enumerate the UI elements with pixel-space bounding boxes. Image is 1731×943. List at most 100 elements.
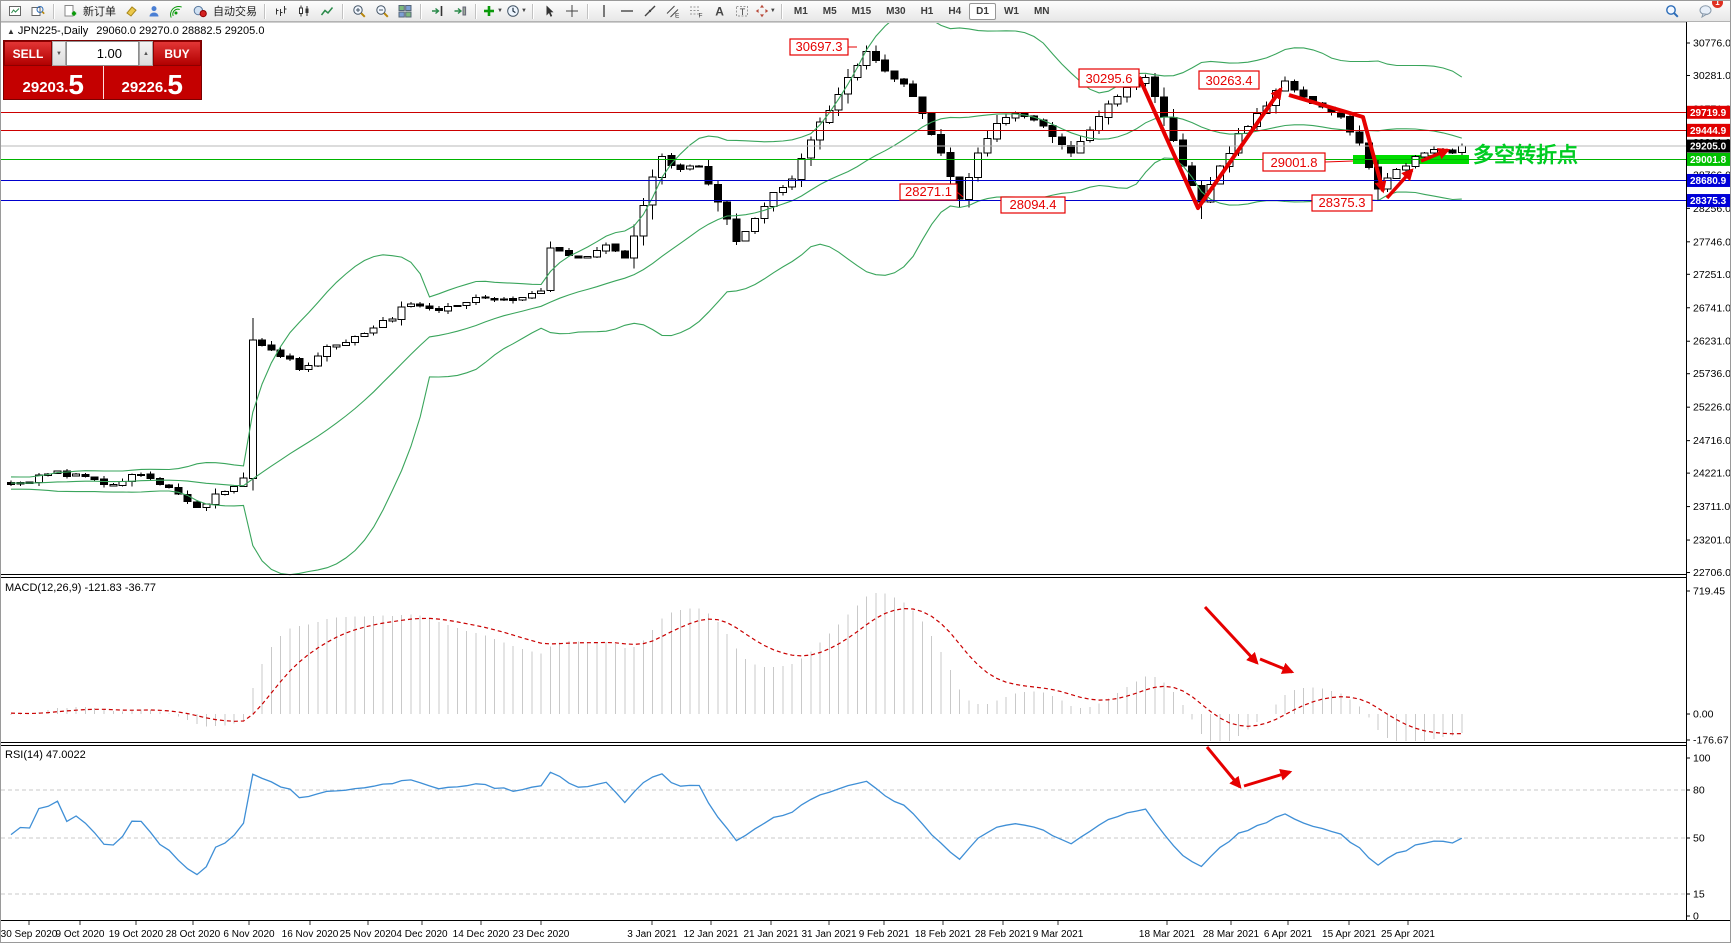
date-tick-label: 15 Apr 2021	[1322, 929, 1376, 940]
tile-windows-icon[interactable]	[394, 1, 416, 21]
date-tick-label: 9 Feb 2021	[859, 929, 910, 940]
text-a-icon[interactable]: A	[708, 1, 730, 21]
date-tick-label: 21 Jan 2021	[743, 929, 798, 940]
arrows-tool-icon[interactable]: ▼	[754, 1, 777, 21]
autotrade-icon[interactable]	[189, 1, 211, 21]
label-t-icon[interactable]: T	[731, 1, 753, 21]
search-icon[interactable]	[1661, 1, 1683, 21]
cursor-icon[interactable]	[538, 1, 560, 21]
price-level-badge	[1687, 139, 1730, 153]
zoom-chart-icon[interactable]	[27, 1, 49, 21]
fibo-icon[interactable]: F	[685, 1, 707, 21]
timeframe-M15[interactable]: M15	[851, 5, 872, 17]
macd-annotation-arrow[interactable]	[1259, 657, 1295, 674]
date-tick-label: 9 Oct 2020	[56, 929, 105, 940]
trend-zigzag-arrow[interactable]	[1420, 148, 1451, 163]
date-tick-label: 6 Apr 2021	[1264, 929, 1313, 940]
macd-panel: MACD(12,26,9) -121.83 -36.77	[5, 582, 1463, 741]
svg-text:F: F	[698, 13, 702, 19]
period-clock-icon[interactable]: ▼	[505, 1, 528, 21]
date-tick-label: 28 Oct 2020	[166, 929, 221, 940]
rsi-annotation-arrow[interactable]	[1205, 746, 1242, 789]
main-toolbar: 新订单 自动交易 ▼ ▼ E F A T ▼ M1 M5 M15 M30 H1 H4 D1 W1 MN 1	[1, 1, 1730, 22]
timeframe-MN[interactable]: MN	[1033, 5, 1050, 17]
bb-lower	[11, 157, 1462, 576]
price-tick-label: 23711.0	[1693, 501, 1730, 513]
price-level-badge-text: 28375.3	[1690, 196, 1727, 207]
shift-end-icon[interactable]	[426, 1, 448, 21]
date-tick-label: 25 Nov 2020	[340, 929, 397, 940]
timeframe-M1[interactable]: M1	[793, 5, 808, 17]
profile-icon[interactable]	[143, 1, 165, 21]
signal-icon[interactable]	[166, 1, 188, 21]
price-annotation-box[interactable]	[1078, 68, 1140, 88]
price-annotation-text: 30697.3	[796, 39, 843, 54]
timeframe-W1[interactable]: W1	[1003, 5, 1019, 17]
vline-icon[interactable]	[593, 1, 615, 21]
zoom-in-icon[interactable]	[348, 1, 370, 21]
macd-annotation-arrow[interactable]	[1203, 605, 1259, 665]
timeframe-H4[interactable]: H4	[948, 5, 962, 17]
buy-button[interactable]: BUY	[153, 41, 201, 66]
volume-increase-button[interactable]: ▲	[139, 41, 153, 66]
price-annotation-box[interactable]	[1311, 194, 1373, 212]
price-annotation-box[interactable]	[1198, 70, 1260, 90]
chat-icon[interactable]: 1	[1695, 1, 1723, 21]
new-order-label[interactable]: 新订单	[83, 6, 116, 18]
bid-price[interactable]: 29203. 5	[22, 69, 84, 101]
line-chart-icon[interactable]	[316, 1, 338, 21]
autoscroll-icon[interactable]	[449, 1, 471, 21]
timeframe-M30[interactable]: M30	[886, 5, 906, 17]
eraser-icon[interactable]	[120, 1, 142, 21]
date-tick-label: 28 Feb 2021	[975, 929, 1032, 940]
channel-icon[interactable]: E	[662, 1, 684, 21]
add-indicator-icon[interactable]: ▼	[484, 6, 503, 16]
chart-window-icon[interactable]	[4, 1, 26, 21]
date-tick-label: 25 Apr 2021	[1381, 929, 1435, 940]
volume-input[interactable]: 1.00	[66, 41, 139, 66]
price-annotation-text: 28375.3	[1319, 195, 1366, 210]
rsi-tick-label: 50	[1693, 833, 1705, 845]
price-axis[interactable]: 30776.030281.029771.029261.028766.028256…	[1686, 22, 1731, 923]
trend-zigzag-arrow[interactable]	[1385, 168, 1414, 200]
price-annotation-box[interactable]	[789, 38, 849, 56]
trend-zigzag-arrow[interactable]	[1137, 76, 1283, 210]
price-annotation-box[interactable]	[899, 183, 958, 201]
bars-chart-icon[interactable]	[270, 1, 292, 21]
collapse-icon[interactable]: ▲	[7, 27, 15, 36]
price-annotation-text: 28094.4	[1010, 197, 1057, 212]
timeframe-D1[interactable]: D1	[969, 2, 996, 20]
zoom-out-icon[interactable]	[371, 1, 393, 21]
turning-point-note[interactable]: 多空转折点	[1473, 143, 1578, 167]
rsi-tick-label: 100	[1693, 753, 1711, 765]
timeframe-M5[interactable]: M5	[822, 5, 837, 17]
trend-zigzag-arrow[interactable]	[1288, 93, 1387, 194]
autotrade-label[interactable]: 自动交易	[213, 6, 257, 18]
sell-button[interactable]: SELL	[4, 41, 52, 66]
hline-icon[interactable]	[616, 1, 638, 21]
crosshair-icon[interactable]	[561, 1, 583, 21]
price-level-badge-text: 29001.8	[1690, 155, 1727, 166]
svg-text:E: E	[675, 13, 680, 19]
one-click-trading-panel: SELL ▼ 1.00 ▲ BUY 29203. 5 29226. 5	[3, 40, 202, 100]
price-annotation-text: 28271.1	[905, 184, 952, 199]
toolbar-separator	[264, 3, 266, 19]
date-tick-label: 23 Dec 2020	[513, 929, 570, 940]
rsi-annotation-arrow[interactable]	[1243, 769, 1293, 788]
notification-badge: 1	[1712, 1, 1723, 8]
price-level-badge	[1687, 123, 1730, 137]
candles-chart-icon[interactable]	[293, 1, 315, 21]
timeframe-H1[interactable]: H1	[920, 5, 934, 17]
new-order-icon[interactable]	[59, 1, 81, 21]
price-annotation-box[interactable]	[1000, 196, 1066, 214]
candles	[7, 45, 1466, 511]
rsi-tick-label: 80	[1693, 785, 1705, 797]
volume-decrease-button[interactable]: ▼	[52, 41, 66, 66]
date-tick-label: 14 Dec 2020	[453, 929, 510, 940]
ask-price[interactable]: 29226. 5	[102, 66, 202, 99]
price-tick-label: 30281.0	[1693, 70, 1731, 82]
price-annotation-box[interactable]	[1262, 152, 1326, 172]
tline-icon[interactable]	[639, 1, 661, 21]
